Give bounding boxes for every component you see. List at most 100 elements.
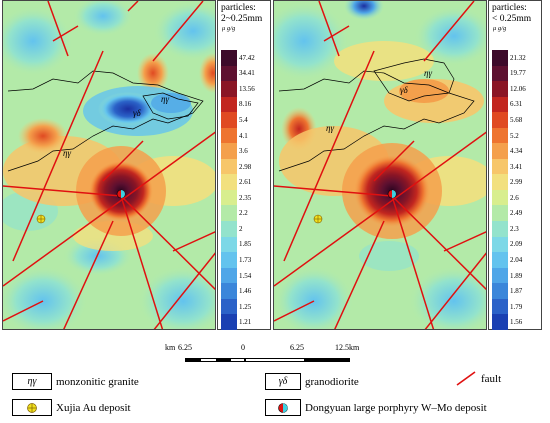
scale-tick-label: 5.68 bbox=[510, 116, 523, 124]
scale-title-line1-right: particles: bbox=[492, 3, 527, 13]
color-swatch bbox=[221, 267, 237, 284]
scale-label-3: 12.5km bbox=[335, 343, 360, 352]
scale-tick-label: 3.41 bbox=[510, 162, 523, 171]
scale-title-line2-right: < 0.25mm bbox=[492, 14, 532, 24]
color-swatch bbox=[221, 143, 237, 159]
legend-monzonitic-symbol: ηγ bbox=[12, 373, 52, 390]
scale-tick-label: 4.1 bbox=[239, 131, 248, 140]
dongyuan-deposit-marker-left bbox=[116, 189, 126, 199]
scale-tick-label: 1.56 bbox=[510, 318, 523, 327]
scale-tick-label: 2.61 bbox=[239, 178, 252, 187]
color-bar-right bbox=[492, 50, 508, 330]
scale-tick-label: 3.6 bbox=[239, 147, 248, 156]
color-swatch bbox=[492, 158, 508, 175]
color-swatch bbox=[492, 205, 508, 222]
dongyuan-deposit-marker-right bbox=[387, 189, 397, 199]
scale-tick-label: 1.87 bbox=[510, 287, 523, 296]
map-scale-bar: km 6.25 0 6.25 12.5km bbox=[165, 343, 365, 369]
color-swatch bbox=[221, 81, 237, 97]
scale-label-1: 0 bbox=[241, 343, 245, 352]
scale-title-right: particles: < 0.25mm bbox=[492, 3, 531, 25]
scale-tick-label: 2.99 bbox=[510, 178, 523, 187]
color-swatch bbox=[221, 96, 237, 113]
legend-xujia-au-deposit: Xujia Au deposit bbox=[12, 399, 131, 416]
scale-label-2: 6.25 bbox=[290, 343, 304, 352]
legend-xujia-label: Xujia Au deposit bbox=[56, 401, 131, 414]
color-bar-left bbox=[221, 50, 237, 330]
scale-tick-label: 2.35 bbox=[239, 193, 252, 202]
color-swatch bbox=[221, 283, 237, 299]
scale-tick-label: 8.16 bbox=[239, 100, 252, 109]
color-swatch bbox=[492, 174, 508, 190]
scale-segment-left bbox=[185, 358, 245, 362]
color-swatch bbox=[221, 252, 237, 268]
scale-tick-label: 2.09 bbox=[510, 240, 523, 249]
color-swatch bbox=[492, 221, 508, 237]
scale-tick-label: 1.54 bbox=[239, 271, 252, 280]
legend-dongyuan-deposit: Dongyuan large porphyry W–Mo deposit bbox=[265, 399, 487, 416]
color-swatch bbox=[221, 112, 237, 128]
color-swatch bbox=[492, 65, 508, 82]
label-eta-gamma-right: ηγ bbox=[326, 123, 335, 133]
scale-tick-label: 13.56 bbox=[239, 84, 255, 93]
color-swatch bbox=[221, 50, 237, 66]
scale-tick-label: 5.4 bbox=[239, 116, 248, 124]
xujia-deposit-icon bbox=[12, 399, 52, 416]
scale-tick-label: 2 bbox=[239, 224, 243, 233]
color-swatch bbox=[492, 236, 508, 253]
scale-tick-label: 2.98 bbox=[239, 162, 252, 171]
color-swatch bbox=[492, 189, 508, 206]
color-swatch bbox=[492, 50, 508, 66]
scale-tick-label: 1.46 bbox=[239, 287, 252, 296]
color-swatch bbox=[492, 252, 508, 268]
scale-unit-km: km bbox=[165, 343, 176, 352]
dongyuan-deposit-icon bbox=[265, 399, 301, 416]
color-swatch bbox=[492, 81, 508, 97]
scale-tick-label: 1.73 bbox=[239, 256, 252, 264]
color-swatch bbox=[221, 298, 237, 315]
scale-tick-label: 47.42 bbox=[239, 53, 255, 62]
scale-tick-label: 1.79 bbox=[510, 302, 523, 311]
legend-fault: fault bbox=[455, 370, 501, 387]
scale-tick-label: 2.04 bbox=[510, 256, 523, 264]
color-swatch bbox=[492, 298, 508, 315]
color-swatch bbox=[221, 189, 237, 206]
color-swatch bbox=[221, 314, 237, 330]
xujia-deposit-marker-left bbox=[36, 214, 46, 224]
map-panel-coarse-particles: ηγ γδ ηγ bbox=[2, 0, 216, 330]
color-swatch bbox=[221, 65, 237, 82]
scale-tick-label: 4.34 bbox=[510, 147, 523, 156]
label-eta-gamma-left: ηγ bbox=[63, 148, 72, 158]
color-swatch bbox=[492, 143, 508, 159]
scale-tick-label: 2.2 bbox=[239, 209, 248, 218]
color-swatch bbox=[492, 283, 508, 299]
color-swatch bbox=[221, 236, 237, 253]
scale-title-left: particles: 2~0.25mm bbox=[221, 3, 262, 25]
color-swatch bbox=[221, 174, 237, 190]
contour-map-right bbox=[274, 1, 486, 329]
label-gamma-delta-right: γδ bbox=[400, 85, 408, 95]
scale-title-line2-left: 2~0.25mm bbox=[221, 14, 263, 24]
scale-tick-label: 12.06 bbox=[510, 84, 526, 93]
color-swatch bbox=[221, 205, 237, 222]
contour-map-left bbox=[3, 1, 215, 329]
label-gamma-delta-left: γδ bbox=[133, 108, 141, 118]
legend-monzonitic-label: monzonitic granite bbox=[56, 375, 139, 388]
legend-granodiorite-symbol: γδ bbox=[265, 373, 301, 390]
color-swatch bbox=[492, 314, 508, 330]
legend-fault-label: fault bbox=[481, 372, 502, 385]
xujia-deposit-marker-right bbox=[313, 214, 323, 224]
color-swatch bbox=[492, 267, 508, 284]
scale-tick-label: 34.41 bbox=[239, 69, 255, 78]
scale-tick-label: 1.85 bbox=[239, 240, 252, 249]
scale-tick-label: 2.49 bbox=[510, 209, 523, 218]
color-swatch bbox=[221, 158, 237, 175]
scale-unit-left: μ g/g bbox=[222, 25, 236, 32]
scale-tick-label: 19.77 bbox=[510, 69, 526, 78]
legend-granodiorite-label: granodiorite bbox=[305, 375, 359, 388]
label-gamma-delta-small-left: ηγ bbox=[161, 94, 170, 104]
scale-tick-label: 1.25 bbox=[239, 302, 252, 311]
scale-label-0: 6.25 bbox=[178, 343, 192, 352]
color-swatch bbox=[492, 112, 508, 128]
scale-tick-label: 2.6 bbox=[510, 193, 519, 202]
